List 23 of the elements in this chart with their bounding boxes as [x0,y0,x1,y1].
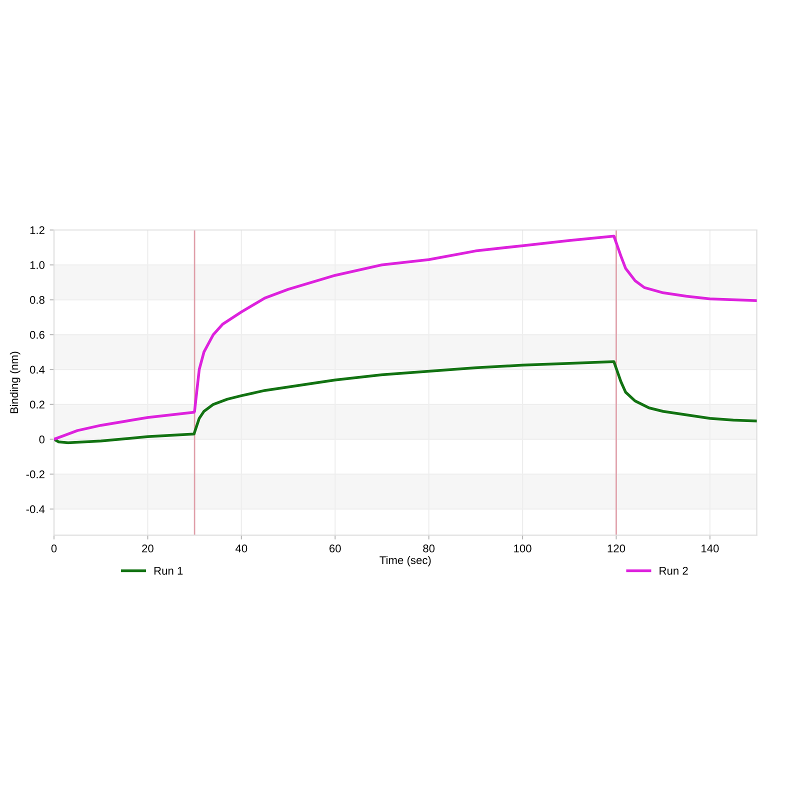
y-tick-label: 1.2 [30,226,44,234]
x-axis-title: Time (sec) [380,556,431,566]
x-tick-label: 60 [330,544,341,552]
y-axis-title: Binding (nm) [10,352,20,414]
y-tick-label: 0.2 [30,400,44,409]
x-tick-label: 140 [702,544,719,552]
y-tick-label: 1.0 [30,261,45,270]
x-tick-label: 40 [235,544,248,552]
x-tick-label: 100 [514,544,532,552]
legend-label: Run 1 [154,566,183,575]
y-tick-label: 0.6 [30,330,44,339]
line-series [54,360,757,444]
y-tick-label: -0.4 [26,505,45,514]
y-tick-label: 0.4 [30,366,45,374]
x-tick-label: 120 [608,544,626,552]
line-series [54,234,757,441]
x-tick-label: 20 [142,544,154,552]
y-tick-label: 0.8 [30,296,44,304]
x-tick-label: 80 [423,544,435,552]
y-tick-label: -0.2 [26,470,44,478]
legend-label: Run 2 [660,566,688,575]
x-tick-label: 0 [51,544,57,552]
y-tick-label: 0 [39,436,45,444]
